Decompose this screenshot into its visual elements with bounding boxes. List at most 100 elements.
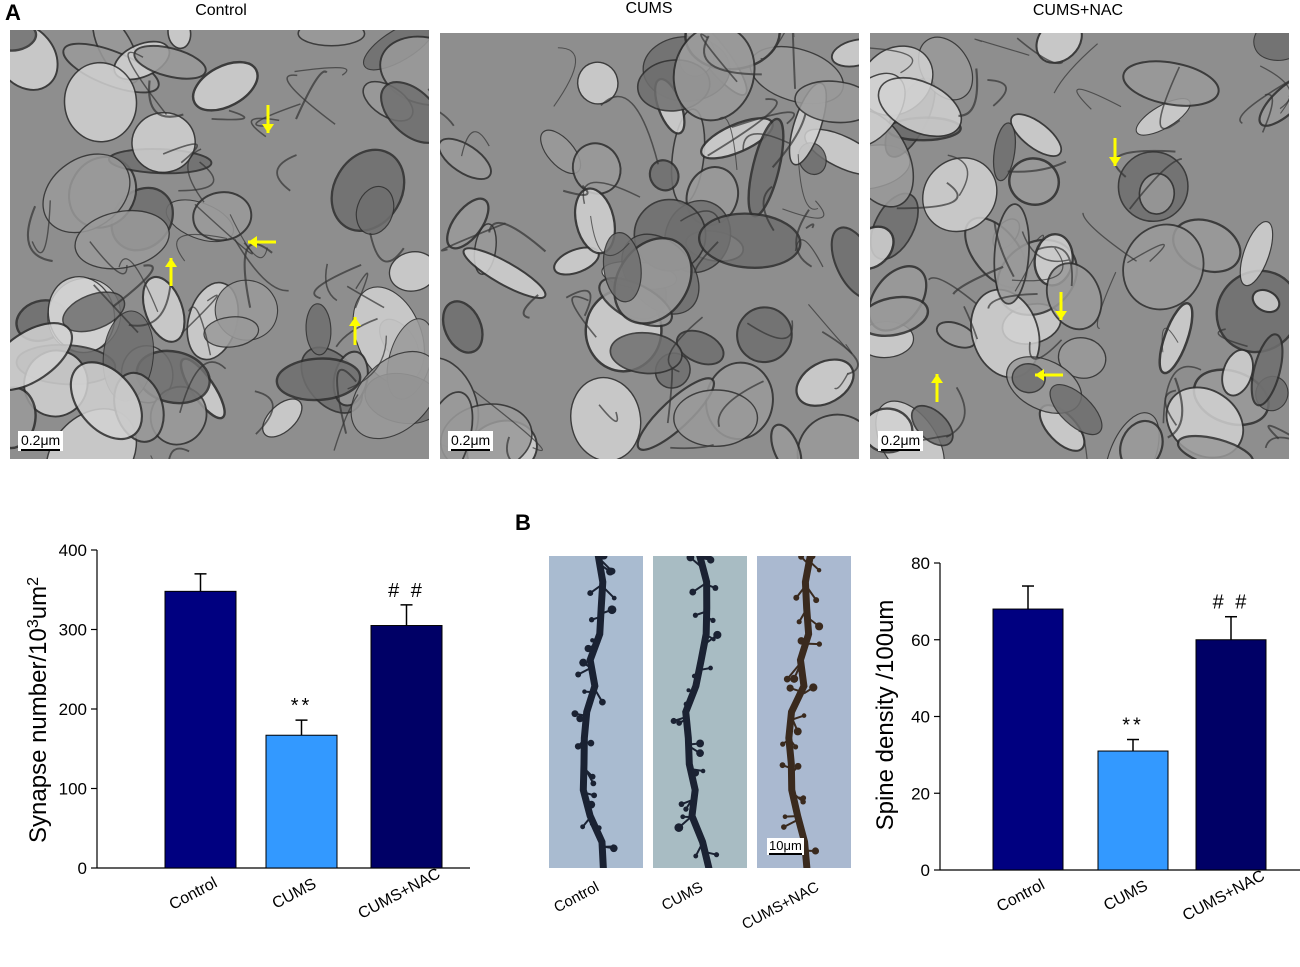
- dendritic-spine-head: [779, 762, 786, 769]
- dendritic-spine-head: [712, 585, 719, 591]
- dendritic-spine-head: [692, 612, 698, 618]
- y-axis-label: Synapse number/103um2: [25, 577, 53, 843]
- em-membrane: [168, 447, 190, 459]
- bar-control: [164, 590, 237, 869]
- dendritic-spine-head: [579, 658, 588, 667]
- em-membrane: [680, 210, 721, 224]
- em-membrane: [928, 277, 978, 305]
- em-organelle: [1010, 113, 1063, 157]
- x-category-label: CUMS+NAC: [1180, 867, 1268, 924]
- em-membrane: [1028, 339, 1063, 360]
- em-membrane: [821, 330, 859, 375]
- dendritic-spine-head: [793, 594, 800, 601]
- em-membrane: [952, 265, 1004, 295]
- dendritic-spine-head: [708, 665, 713, 671]
- y-tick-label: 300: [59, 621, 87, 640]
- em-membrane: [234, 238, 289, 292]
- em-membrane: [1078, 430, 1088, 459]
- dendritic-spine-head: [809, 683, 818, 692]
- dendritic-spine-head: [683, 806, 689, 812]
- em-membrane: [703, 35, 762, 76]
- em-membrane: [313, 263, 362, 300]
- em-membrane: [211, 109, 246, 121]
- em-membrane: [162, 143, 198, 164]
- em-organelle: [462, 247, 547, 300]
- em-membrane: [794, 239, 824, 268]
- em-organelle: [1221, 348, 1254, 397]
- em-organelle: [992, 122, 1017, 182]
- em-organelle: [355, 185, 395, 235]
- dendritic-spine-head: [678, 801, 685, 808]
- y-tick-label: 40: [911, 708, 930, 727]
- em-organelle: [1253, 33, 1289, 61]
- dendritic-spine-head: [693, 853, 699, 859]
- dendrite-label-cums-nac: CUMS+NAC: [739, 878, 822, 933]
- em-membrane: [255, 103, 301, 127]
- em-organelle: [1122, 60, 1220, 107]
- dendritic-spine-head: [686, 556, 695, 562]
- em-membrane: [958, 68, 979, 117]
- dendritic-spine-head: [780, 741, 786, 747]
- dendrite-image-cums-nac: 10μm: [757, 556, 851, 868]
- dendritic-spine-neck: [694, 842, 704, 857]
- dendritic-spine-head: [575, 671, 582, 678]
- em-organelle: [870, 109, 915, 208]
- dendrite-image-control: [549, 556, 643, 868]
- dendritic-spine-head: [606, 567, 615, 576]
- dendritic-spine-head: [689, 588, 697, 596]
- em-membrane: [1239, 80, 1289, 124]
- dendritic-spine-head: [611, 844, 616, 849]
- em-organelle: [609, 331, 683, 375]
- em-membrane: [440, 111, 455, 127]
- dendritic-spine-neck: [685, 794, 697, 810]
- em-organelle: [10, 322, 74, 392]
- dendritic-spine-head: [674, 823, 684, 832]
- dendritic-spine-head: [589, 773, 596, 780]
- em-membrane: [276, 154, 297, 192]
- dendritic-spine-head: [686, 688, 691, 693]
- synapse-arrow: [165, 258, 177, 286]
- em-membrane: [1261, 93, 1274, 133]
- em-membrane: [26, 205, 53, 263]
- em-membrane: [473, 390, 543, 452]
- em-membrane: [187, 306, 212, 356]
- em-scalebar-label: 0.2μm: [881, 432, 921, 448]
- synapse-arrow-head: [248, 236, 257, 248]
- em-membrane: [797, 154, 819, 210]
- synapse-arrow: [1055, 292, 1067, 320]
- em-organelle: [697, 212, 802, 269]
- em-organelle: [1176, 434, 1255, 459]
- em-organelle: [830, 38, 859, 68]
- em-organelle: [69, 361, 143, 441]
- em-membrane: [795, 209, 813, 268]
- dendritic-spine-head: [815, 622, 824, 631]
- dendritic-spine-neck: [804, 584, 817, 601]
- em-membrane: [670, 444, 714, 450]
- synapse-arrow-head: [1109, 157, 1121, 166]
- dendritic-spine-head: [670, 717, 677, 725]
- dendritic-spine-head: [696, 739, 705, 748]
- dendritic-spine-head: [582, 689, 587, 694]
- em-organelle: [1057, 337, 1107, 379]
- em-organelle: [830, 226, 859, 299]
- significance-label: # #: [388, 580, 425, 602]
- em-membrane: [347, 335, 387, 390]
- em-membrane: [1162, 365, 1202, 424]
- em-membrane: [336, 368, 357, 434]
- em-membrane: [460, 131, 490, 157]
- em-membrane: [147, 80, 184, 118]
- em-membrane: [947, 154, 969, 197]
- synapse-arrow-head: [1035, 369, 1044, 381]
- em-membrane: [179, 361, 227, 414]
- bar-control: [992, 608, 1064, 871]
- em-membrane: [782, 200, 825, 219]
- dendritic-spine-head: [680, 814, 686, 820]
- y-tick-label: 20: [911, 784, 930, 803]
- em-organelle: [191, 60, 259, 112]
- em-membrane: [896, 181, 959, 210]
- dendritic-spine-head: [811, 847, 820, 855]
- em-title-cums-nac: CUMS+NAC: [1032, 2, 1124, 19]
- y-axis-label-exponent: 2: [25, 577, 42, 586]
- dendritic-spine-head: [816, 567, 822, 573]
- dendrite-shaft: [682, 556, 713, 868]
